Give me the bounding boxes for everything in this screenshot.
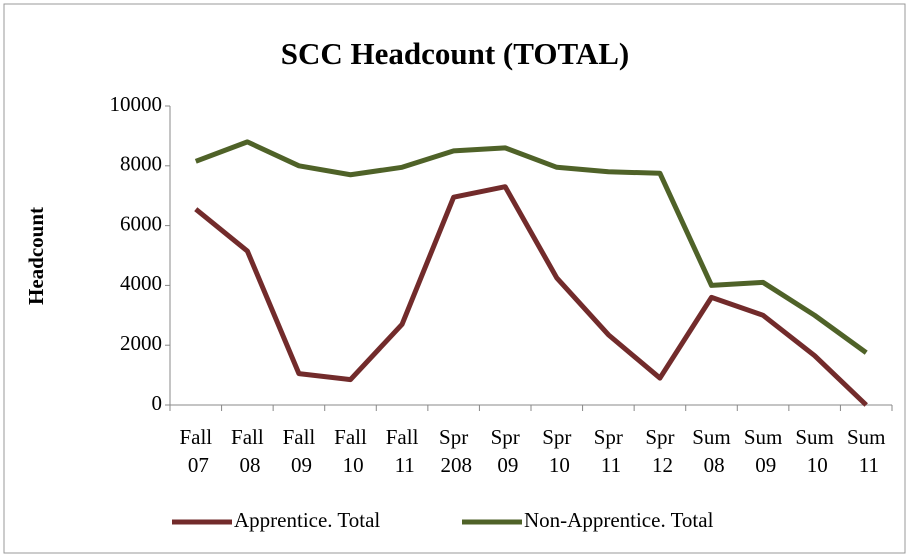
- x-tick-label-line: Fall: [283, 425, 316, 449]
- x-tick-label-line: Fall: [231, 425, 264, 449]
- x-tick-label-line: Spr: [645, 425, 674, 449]
- chart-border: [3, 3, 906, 554]
- line-series: [194, 184, 868, 407]
- legend-label: Non-Apprentice. Total: [524, 508, 714, 532]
- x-tick-label-line: 208: [435, 453, 472, 477]
- x-tick-label-line: Fall: [179, 425, 212, 449]
- x-tick-label-line: 08: [698, 453, 724, 477]
- x-tick-label: Fall 09: [283, 425, 316, 477]
- x-tick-label-line: 12: [647, 453, 673, 477]
- y-tick-label: 0: [152, 391, 163, 415]
- x-tick-label-line: Spr: [439, 425, 468, 449]
- x-tick-label-line: Sum: [692, 425, 731, 449]
- x-tick-label-line: 09: [492, 453, 518, 477]
- x-tick-label-line: 11: [596, 453, 621, 477]
- y-axis-label: Headcount: [24, 207, 48, 305]
- x-tick-label-line: Spr: [491, 425, 520, 449]
- x-tick-label-line: 10: [337, 453, 363, 477]
- x-tick-label-line: 10: [802, 453, 828, 477]
- y-tick-label: 6000: [120, 211, 162, 235]
- legend-label: Apprentice. Total: [234, 508, 380, 532]
- x-tick-label-line: Sum: [847, 425, 886, 449]
- x-tick-label: Sum 10: [795, 425, 834, 477]
- x-tick-label: Sum 11: [847, 425, 886, 477]
- y-tick-label: 10000: [110, 92, 163, 116]
- x-tick-label-line: 11: [853, 453, 878, 477]
- x-tick-label: Fall 07: [179, 425, 212, 477]
- chart-title: SCC Headcount (TOTAL): [281, 36, 630, 71]
- x-tick-label-line: 09: [286, 453, 312, 477]
- x-tick-label: Spr 12: [645, 425, 674, 477]
- x-tick-label: Sum 08: [692, 425, 731, 477]
- x-tick-label: Fall 08: [231, 425, 264, 477]
- x-tick-label-line: Spr: [542, 425, 571, 449]
- x-tick-label-line: 10: [544, 453, 570, 477]
- x-tick-label: Fall 11: [386, 425, 419, 477]
- x-tick-label-line: Sum: [795, 425, 834, 449]
- x-tick-label-line: 11: [389, 453, 414, 477]
- x-tick-label: Sum 09: [744, 425, 783, 477]
- x-tick-label-line: Fall: [386, 425, 419, 449]
- x-tick-label-line: Sum: [744, 425, 783, 449]
- x-tick-label: Fall 10: [334, 425, 367, 477]
- x-tick-label-line: Spr: [594, 425, 623, 449]
- x-tick-label: Spr 09: [491, 425, 520, 477]
- x-tick-label: Spr 10: [542, 425, 571, 477]
- y-tick-label: 4000: [120, 271, 162, 295]
- x-tick-label: Spr 208: [435, 425, 472, 477]
- x-tick-label-line: 09: [750, 453, 776, 477]
- x-tick-label-line: 08: [234, 453, 260, 477]
- line-series: [194, 139, 868, 355]
- x-tick-label-line: 07: [183, 453, 209, 477]
- x-tick-label-line: Fall: [334, 425, 367, 449]
- x-tick-label: Spr 11: [594, 425, 623, 477]
- y-tick-label: 2000: [120, 331, 162, 355]
- y-tick-label: 8000: [120, 152, 162, 176]
